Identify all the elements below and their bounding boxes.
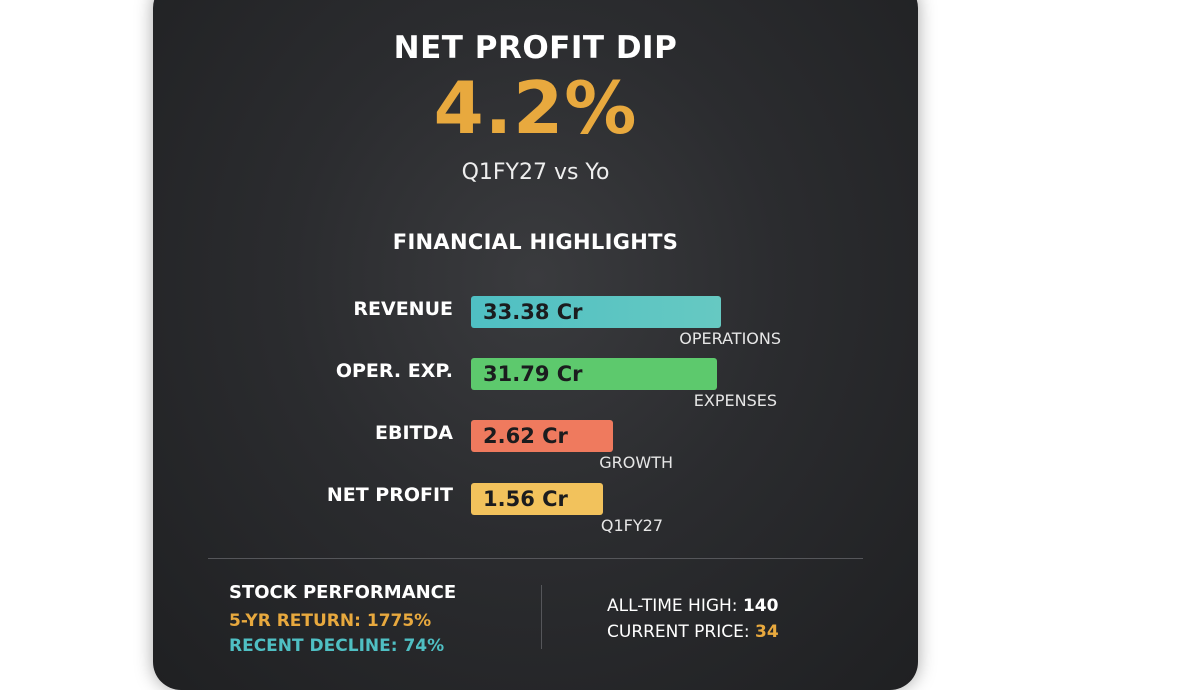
recent-decline: RECENT DECLINE: 74% xyxy=(229,636,444,656)
headline-percentage: 4.2% xyxy=(433,66,638,150)
recent-decline-label: RECENT DECLINE: xyxy=(229,636,398,656)
current-price-label: CURRENT PRICE: xyxy=(607,622,750,642)
five-year-return: 5-YR RETURN: 1775% xyxy=(229,611,431,631)
page-title: NET PROFIT DIP xyxy=(393,30,678,66)
bar-value-oper-exp: 31.79 Cr xyxy=(483,362,583,386)
bar-revenue: 33.38 Cr xyxy=(471,296,721,328)
bar-note-oper-exp: EXPENSES xyxy=(693,391,777,410)
bar-net-profit: 1.56 Cr xyxy=(471,483,603,515)
stock-performance-title: STOCK PERFORMANCE xyxy=(229,582,457,603)
bar-value-net-profit: 1.56 Cr xyxy=(483,487,568,511)
five-year-return-value: 1775% xyxy=(366,611,432,631)
category-label-revenue: REVENUE xyxy=(353,298,453,320)
category-label-net-profit: NET PROFIT xyxy=(326,484,453,506)
section-title: FINANCIAL HIGHLIGHTS xyxy=(392,230,679,254)
bar-oper-exp: 31.79 Cr xyxy=(471,358,717,390)
infographic-card: NET PROFIT DIP 4.2% Q1FY27 vs Yo FINANCI… xyxy=(153,0,918,690)
bar-note-revenue: OPERATIONS xyxy=(679,329,781,348)
horizontal-divider xyxy=(208,558,863,559)
bar-note-net-profit: Q1FY27 xyxy=(600,516,663,535)
category-label-oper-exp: OPER. EXP. xyxy=(335,360,453,382)
all-time-high-label: ALL-TIME HIGH: xyxy=(607,596,738,616)
current-price-value: 34 xyxy=(755,622,779,642)
period-subtitle: Q1FY27 vs Yo xyxy=(461,160,610,185)
current-price: CURRENT PRICE: 34 xyxy=(607,622,779,642)
all-time-high-value: 140 xyxy=(742,596,779,616)
bar-note-ebitda: GROWTH xyxy=(599,453,673,472)
bar-value-ebitda: 2.62 Cr xyxy=(483,424,568,448)
bar-value-revenue: 33.38 Cr xyxy=(483,300,583,324)
five-year-return-label: 5-YR RETURN: xyxy=(229,611,361,631)
bar-ebitda: 2.62 Cr xyxy=(471,420,613,452)
category-label-ebitda: EBITDA xyxy=(375,422,453,444)
vertical-divider xyxy=(541,585,542,649)
all-time-high: ALL-TIME HIGH: 140 xyxy=(607,596,778,616)
recent-decline-value: 74% xyxy=(403,636,445,656)
